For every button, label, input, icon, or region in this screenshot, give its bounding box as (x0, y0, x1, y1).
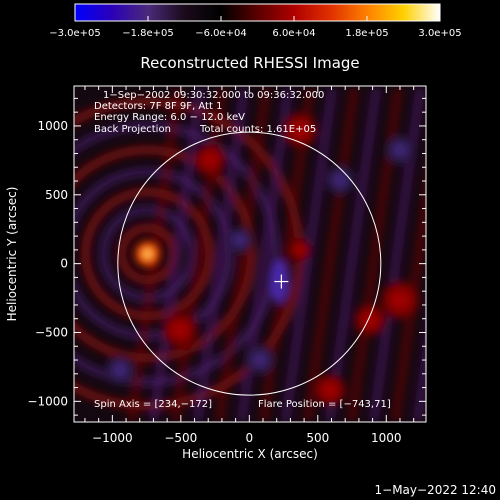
x-axis-label: Heliocentric X (arcsec) (182, 447, 318, 461)
fringe-blob (286, 236, 314, 264)
fringe-blob (242, 342, 278, 378)
x-tick-label: −500 (164, 431, 197, 445)
axes (74, 86, 426, 422)
fringe-blob (158, 308, 202, 352)
colorbar-ticks: −3.0e+05 −1.8e+05 −6.0e+04 6.0e+04 1.8e+05 3.… (49, 16, 462, 39)
y-tick-label: −500 (35, 325, 68, 339)
colorbar-tick-label: 6.0e+04 (272, 28, 315, 39)
fringe-band (368, 87, 426, 422)
annotation-line: Energy Range: 6.0 − 12.0 keV (94, 112, 245, 123)
plot-area (74, 86, 426, 422)
fringe-blob (190, 140, 230, 180)
colorbar-tick-label: −1.8e+05 (122, 28, 174, 39)
fringe-blob (102, 352, 138, 388)
image-pattern (74, 87, 426, 422)
footer-timestamp: 1−May−2022 12:40 (375, 483, 497, 497)
fringe-band (236, 87, 294, 422)
colorbar-tick-label: 3.0e+05 (418, 28, 461, 39)
fringe-blob (382, 132, 418, 168)
fringe-blob (310, 370, 350, 410)
fringe-band (346, 87, 404, 422)
x-tick-label: 1000 (371, 431, 402, 445)
spin-axis-label: Spin Axis = [234,−172] (94, 399, 212, 410)
y-tick-label: −1000 (27, 394, 68, 408)
x-tick-labels: −1000 −500 0 500 1000 (92, 431, 402, 445)
fringe-ring (74, 145, 257, 363)
y-tick-label: 500 (45, 188, 68, 202)
fringe-band (324, 87, 382, 422)
fringe-blob (278, 108, 322, 152)
annotation-line: Total counts: 1.61E+05 (199, 124, 316, 135)
y-tick-label: 0 (60, 257, 68, 271)
fringe-blob (376, 276, 424, 324)
flare-position-label: Flare Position = [−743,71] (258, 399, 391, 410)
plot-frame (73, 85, 427, 423)
fringe-band (192, 87, 250, 422)
colorbar-tick-label: −6.0e+04 (195, 28, 247, 39)
flare-source (131, 237, 164, 270)
fringe-band (390, 87, 426, 422)
x-tick-label: 500 (306, 431, 329, 445)
chart-title: Reconstructed RHESSI Image (140, 54, 359, 72)
fringe-blob (224, 224, 256, 256)
fringe-blob (322, 162, 358, 198)
colorbar-tick-label: −3.0e+05 (49, 28, 101, 39)
y-tick-labels: −1000 −500 0 500 1000 (27, 119, 68, 408)
colorbar-tick-label: 1.8e+05 (345, 28, 388, 39)
annotation-line: Back Projection (94, 124, 171, 135)
solar-disk-circle (117, 131, 382, 396)
annotation-line: Detectors: 7F 8F 9F, Att 1 (94, 101, 222, 112)
annotation-line: 1−Sep−2002 09:30:32.000 to 09:36:32.000 (103, 90, 324, 101)
x-tick-label: −1000 (92, 431, 133, 445)
colorbar (74, 3, 441, 22)
y-tick-label: 1000 (37, 119, 68, 133)
y-axis-label: Heliocentric Y (arcsec) (5, 187, 19, 322)
plus-marker (274, 274, 289, 289)
fringe-ring (74, 121, 281, 387)
x-tick-label: 0 (245, 431, 253, 445)
annotations: 1−Sep−2002 09:30:32.000 to 09:36:32.000D… (94, 90, 324, 135)
